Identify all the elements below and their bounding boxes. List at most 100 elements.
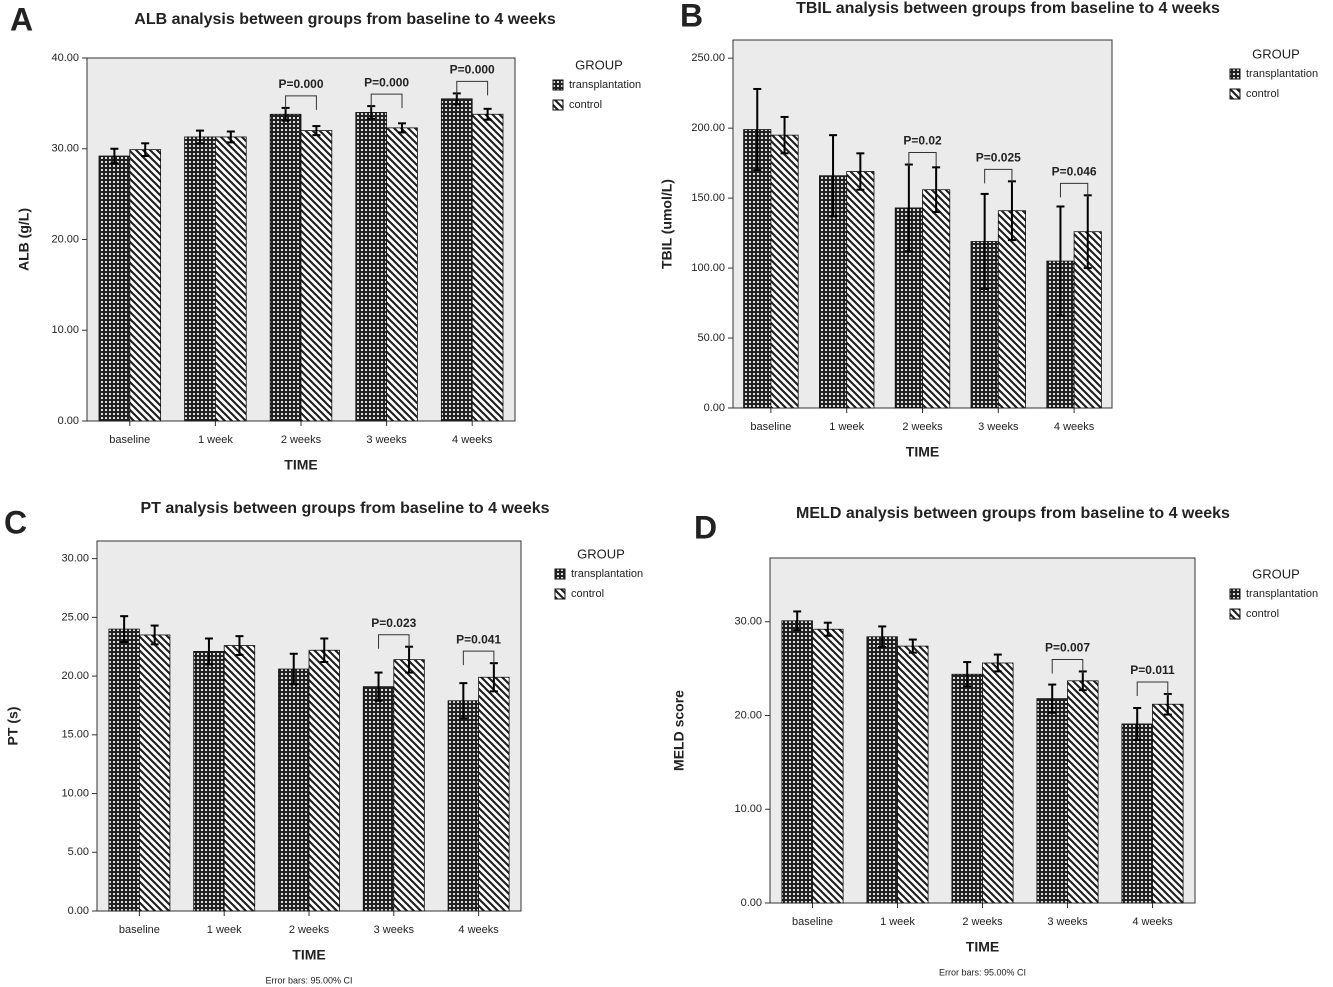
p-value: P=0.046: [1052, 164, 1097, 178]
error-bar: [459, 682, 468, 720]
x-tick-label: baseline: [792, 916, 833, 928]
chart-title: TBIL analysis between groups from baseli…: [796, 0, 1220, 17]
error-bar: [204, 637, 213, 666]
error-bar: [1048, 683, 1057, 714]
bar: [214, 136, 247, 422]
bar: [440, 98, 473, 422]
p-bracket: [370, 93, 403, 109]
x-tick-label: 2 weeks: [281, 434, 322, 446]
legend-title: GROUP: [1252, 566, 1300, 581]
y-tick-label: 40.00: [51, 52, 79, 64]
y-tick-label: 250.00: [691, 52, 725, 64]
y-axis-title: ALB (g/L): [16, 208, 32, 271]
y-tick-label: 200.00: [691, 122, 725, 134]
x-tick-label: baseline: [750, 421, 791, 433]
legend-swatch: [552, 79, 564, 91]
x-tick-label: 4 weeks: [1132, 916, 1173, 928]
y-tick-label: 10.00: [51, 324, 79, 336]
error-bar: [141, 142, 150, 158]
error-bar: [110, 147, 119, 165]
p-value: P=0.011: [1130, 663, 1175, 677]
x-tick-label: 1 week: [829, 421, 864, 433]
legend-label: control: [1246, 608, 1279, 620]
x-tick-label: 4 weeks: [452, 434, 493, 446]
error-bar: [993, 653, 1002, 673]
bar: [362, 686, 395, 912]
panel-letter: C: [4, 504, 27, 540]
x-tick-label: 2 weeks: [962, 916, 1003, 928]
bar: [897, 645, 929, 904]
chart-title: ALB analysis between groups from baselin…: [134, 11, 556, 28]
panel-letter: A: [10, 1, 33, 37]
panel-letter: B: [680, 0, 703, 33]
p-value: P=0.041: [456, 632, 501, 646]
p-bracket: [908, 152, 937, 167]
y-axis-title: MELD score: [671, 690, 687, 771]
bar: [223, 645, 256, 912]
legend-title: GROUP: [577, 546, 625, 561]
y-tick-label: 20.00: [734, 709, 762, 721]
bar: [812, 628, 844, 904]
y-tick-label: 100.00: [691, 262, 725, 274]
legend-label: transplantation: [1246, 588, 1318, 600]
y-tick-label: 15.00: [61, 729, 89, 741]
error-bar: [150, 624, 159, 646]
bar: [269, 113, 302, 422]
bar: [951, 673, 983, 904]
chart-title: MELD analysis between groups from baseli…: [796, 505, 1230, 522]
y-tick-label: 50.00: [697, 332, 725, 344]
y-tick-label: 30.00: [734, 616, 762, 628]
bar: [129, 149, 162, 422]
y-axis-title: PT (s): [5, 707, 21, 746]
legend-swatch: [552, 99, 564, 111]
x-tick-label: 3 weeks: [366, 434, 407, 446]
y-tick-label: 25.00: [61, 611, 89, 623]
legend-swatch: [554, 588, 566, 600]
y-tick-label: 0.00: [68, 905, 89, 917]
x-tick-label: 2 weeks: [902, 421, 943, 433]
bar: [781, 620, 813, 904]
p-value: P=0.000: [450, 63, 495, 77]
error-bar: [289, 652, 298, 686]
bar: [138, 634, 171, 912]
bar: [393, 659, 425, 912]
y-tick-label: 0.00: [741, 897, 762, 909]
y-tick-label: 150.00: [691, 192, 725, 204]
error-bar: [226, 130, 235, 144]
x-tick-label: baseline: [109, 434, 150, 446]
error-bar: [780, 115, 789, 155]
bar: [278, 668, 310, 912]
bar: [98, 155, 131, 422]
legend-swatch: [1229, 68, 1241, 80]
p-bracket: [984, 168, 1013, 184]
bar: [355, 112, 387, 422]
footnote: Error bars: 95.00% CI: [939, 967, 1026, 977]
p-bracket: [462, 650, 495, 666]
legend-label: transplantation: [569, 79, 641, 91]
bar: [193, 651, 225, 912]
bar: [1036, 698, 1068, 904]
panel-letter: D: [694, 509, 717, 545]
legend-label: control: [569, 99, 602, 111]
p-value: P=0.007: [1045, 641, 1090, 655]
p-bracket: [456, 80, 489, 96]
bar: [108, 628, 140, 912]
x-axis-title: TIME: [284, 457, 317, 473]
y-tick-label: 20.00: [51, 233, 79, 245]
error-bar: [398, 122, 407, 134]
error-bar: [793, 610, 802, 632]
p-bracket: [378, 634, 410, 649]
p-value: P=0.023: [371, 616, 416, 630]
legend-label: control: [1246, 88, 1279, 100]
x-tick-label: 1 week: [198, 434, 233, 446]
bar: [1067, 680, 1099, 904]
x-axis-title: TIME: [906, 444, 939, 460]
x-tick-label: 1 week: [207, 924, 242, 936]
bar: [846, 171, 875, 409]
p-bracket: [1059, 182, 1089, 198]
legend-label: transplantation: [1246, 68, 1318, 80]
y-tick-label: 5.00: [68, 846, 89, 858]
legend-swatch: [1229, 88, 1241, 100]
chart-title: PT analysis between groups from baseline…: [140, 500, 549, 517]
error-bar: [908, 638, 917, 654]
